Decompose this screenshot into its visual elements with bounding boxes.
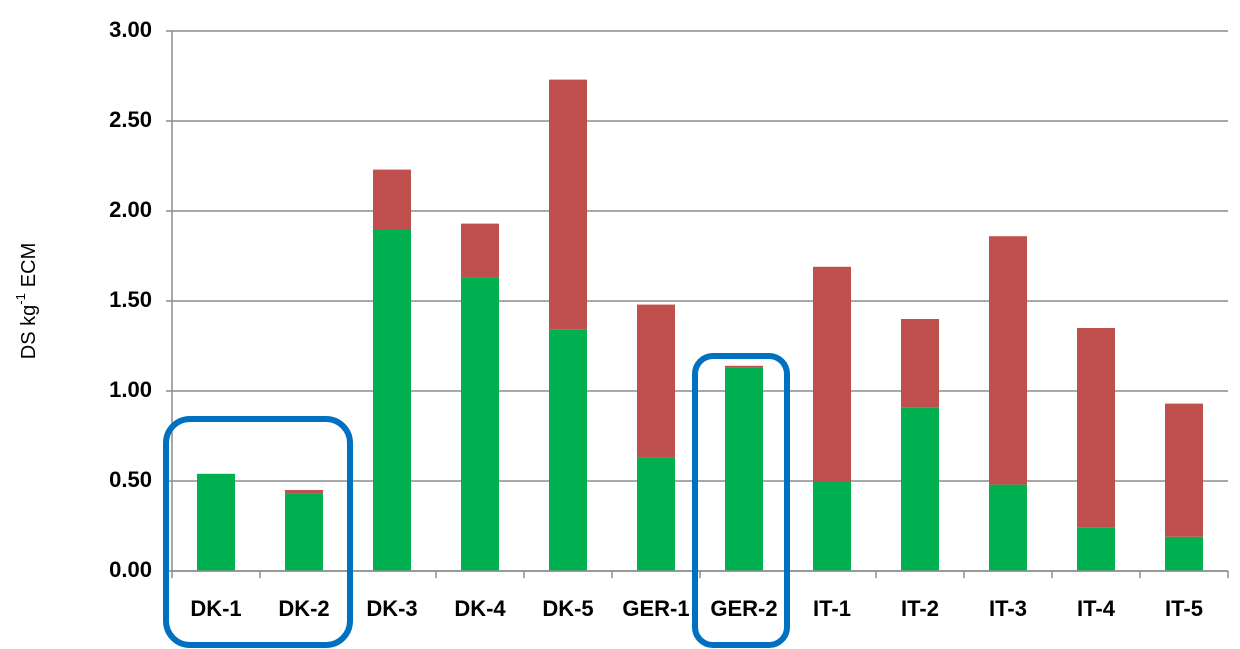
bar-segment [373,229,411,571]
y-label-superscript: -1 [13,293,28,305]
y-tick-label: 1.50 [109,287,152,312]
bar-segment [989,484,1027,571]
plot: 0.00 0.50 1.00 1.50 2.00 2.50 3.00 DK-1 DK-2 DK-3… [109,17,1229,621]
x-tick-label: IT-2 [901,596,939,621]
bar-segment [1165,536,1203,571]
x-tick-label: GER-2 [710,596,777,621]
y-label-part: ECM [18,243,40,287]
y-label-part: DS kg [18,305,40,359]
x-tick-label: DK-4 [454,596,506,621]
x-tick-label: IT-5 [1165,596,1203,621]
x-tick-label: GER-1 [622,596,689,621]
bar-segment [901,319,939,408]
y-tick-label: 2.50 [109,107,152,132]
bar-segment [989,236,1027,485]
bar-segment [901,407,939,571]
y-tick-label: 3.00 [109,17,152,42]
highlight-box [692,353,790,648]
bar-segment [549,329,587,571]
bar-segment [285,490,323,494]
x-tick-label: IT-3 [989,596,1027,621]
highlight-box [163,416,353,648]
y-tick-label: 0.00 [109,557,152,582]
y-tick-label: 1.00 [109,377,152,402]
bar-segment [725,367,763,571]
x-tick-label: DK-5 [542,596,593,621]
bar-segment [637,304,675,458]
bar-segment [285,493,323,571]
x-tick-label: DK-3 [366,596,417,621]
bar-segment [1165,403,1203,537]
bar-segment [1077,328,1115,528]
bar-segment [373,169,411,229]
x-tick-label: IT-1 [813,596,851,621]
y-tick-label: 0.50 [109,467,152,492]
y-axis-label: DS kg-1 ECM [13,243,40,359]
bar-segment [725,365,763,368]
bar-segment [461,223,499,278]
bar-segment [1077,527,1115,571]
bar-segment [197,473,235,571]
x-tick-label: DK-1 [190,596,241,621]
x-tick-label: DK-2 [278,596,329,621]
bar-segment [549,79,587,330]
y-tick-label: 2.00 [109,197,152,222]
bar-segment [813,481,851,571]
bar-segment [637,457,675,571]
x-tick-label: IT-4 [1077,596,1116,621]
bar-segment [461,277,499,571]
bar-segment [813,266,851,481]
